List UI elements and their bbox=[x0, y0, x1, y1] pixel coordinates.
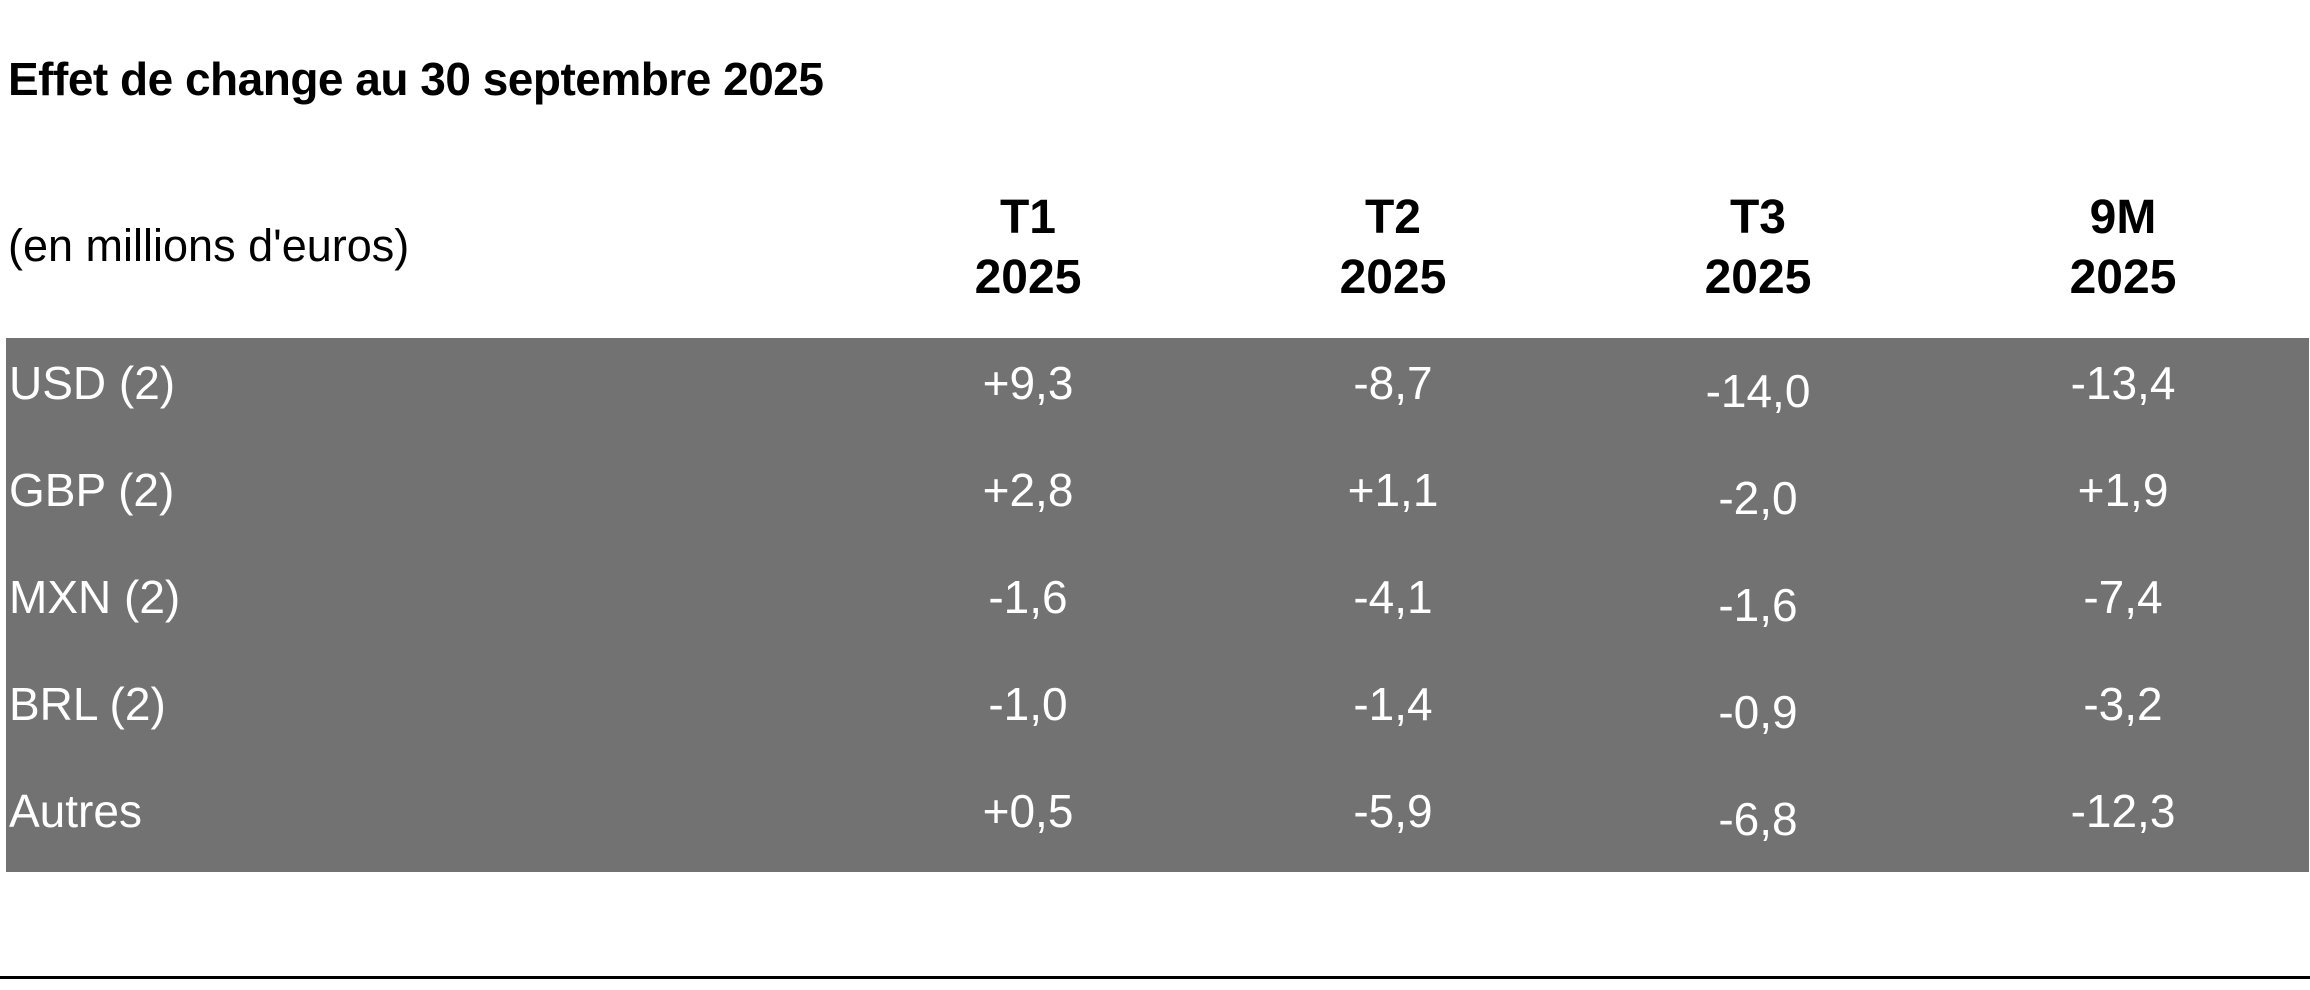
column-header-t1: T1 2025 bbox=[898, 188, 1158, 308]
column-header-line1: T1 bbox=[999, 191, 1056, 244]
table-cell: -2,0 bbox=[1718, 472, 1798, 524]
table-row-autres: Autres +0,5 -5,9 -6,8 -12,3 bbox=[6, 766, 2309, 873]
table-row-brl: BRL (2) -1,0 -1,4 -0,9 -3,2 bbox=[6, 659, 2309, 766]
table-row-mxn: MXN (2) -1,6 -4,1 -1,6 -7,4 bbox=[6, 552, 2309, 659]
table-cell: -3,2 bbox=[2083, 678, 2163, 730]
unit-label: (en millions d'euros) bbox=[8, 220, 410, 271]
table-cell: +2,8 bbox=[982, 464, 1074, 516]
table-body: USD (2) +9,3 -8,7 -14,0 -13,4 GBP (2) +2… bbox=[6, 338, 2309, 872]
column-header-line1: 9M bbox=[2089, 191, 2157, 244]
column-header-line1: T2 bbox=[1364, 191, 1421, 244]
table-cell: -4,1 bbox=[1353, 571, 1433, 623]
table-row-gbp: GBP (2) +2,8 +1,1 -2,0 +1,9 bbox=[6, 445, 2309, 552]
table-cell: -1,0 bbox=[988, 678, 1068, 730]
row-label: USD (2) bbox=[9, 357, 176, 409]
row-label: GBP (2) bbox=[9, 464, 175, 516]
table-cell: -13,4 bbox=[2070, 357, 2176, 409]
table-cell: +1,1 bbox=[1347, 464, 1439, 516]
table-cell: +9,3 bbox=[982, 357, 1074, 409]
table-cell: -1,4 bbox=[1353, 678, 1433, 730]
column-header-line2: 2025 bbox=[1339, 251, 1447, 304]
column-header-line1: T3 bbox=[1729, 191, 1786, 244]
column-header-t2: T2 2025 bbox=[1263, 188, 1523, 308]
bottom-divider bbox=[0, 976, 2310, 979]
table-cell: -8,7 bbox=[1353, 357, 1433, 409]
table-cell: -7,4 bbox=[2083, 571, 2163, 623]
table-cell: -6,8 bbox=[1718, 793, 1798, 845]
table-cell: +0,5 bbox=[982, 785, 1074, 837]
column-header-t3: T3 2025 bbox=[1628, 188, 1888, 308]
table-cell: -5,9 bbox=[1353, 785, 1433, 837]
column-header-line2: 2025 bbox=[1704, 251, 1812, 304]
table-cell: -12,3 bbox=[2070, 785, 2176, 837]
table-cell: -14,0 bbox=[1705, 365, 1811, 417]
table-cell: -1,6 bbox=[988, 571, 1068, 623]
column-header-line2: 2025 bbox=[2069, 251, 2177, 304]
table-cell: -1,6 bbox=[1718, 579, 1798, 631]
column-header-line2: 2025 bbox=[974, 251, 1082, 304]
row-label: Autres bbox=[9, 785, 142, 837]
table-header: (en millions d'euros) T1 2025 T2 2025 T3… bbox=[0, 180, 2310, 330]
column-header-9m: 9M 2025 bbox=[1993, 188, 2253, 308]
table-row-usd: USD (2) +9,3 -8,7 -14,0 -13,4 bbox=[6, 338, 2309, 445]
row-label: MXN (2) bbox=[9, 571, 181, 623]
page-title: Effet de change au 30 septembre 2025 bbox=[8, 53, 824, 105]
table-cell: +1,9 bbox=[2077, 464, 2169, 516]
table-cell: -0,9 bbox=[1718, 686, 1798, 738]
row-label: BRL (2) bbox=[9, 678, 166, 730]
